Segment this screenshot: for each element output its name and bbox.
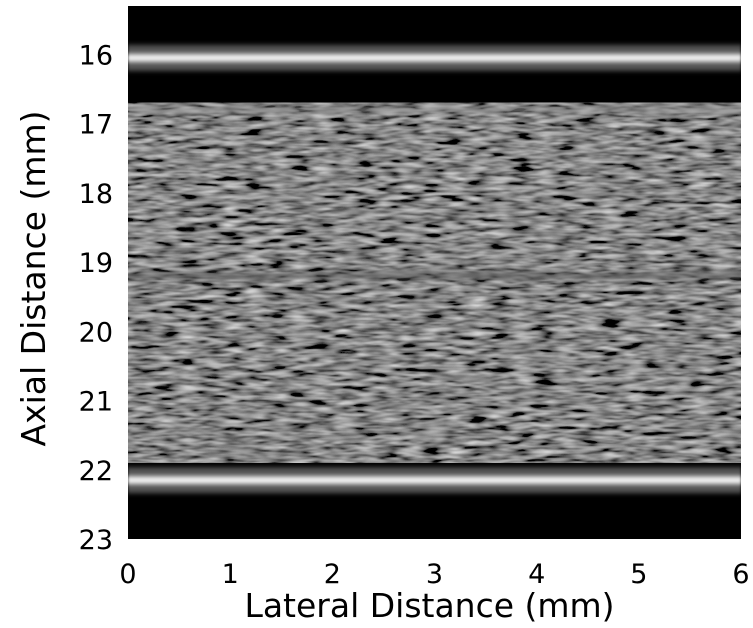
- reflector-bands: [128, 44, 741, 494]
- upper-wall-echo-band: [128, 108, 741, 112]
- upper-wall-band: [128, 53, 741, 62]
- x-tick-label: 5: [630, 559, 647, 590]
- x-tick-label: 4: [528, 559, 545, 590]
- x-tick-label: 2: [324, 559, 341, 590]
- ultrasound-image: [128, 6, 741, 539]
- y-axis-title: Axial Distance (mm): [14, 111, 53, 447]
- y-tick-label: 18: [79, 179, 113, 210]
- y-tick-label: 20: [79, 317, 113, 348]
- x-axis-ticks: 0 1 2 3 4 5 6: [119, 559, 749, 590]
- y-tick-label: 17: [79, 110, 113, 141]
- x-tick-label: 6: [732, 559, 749, 590]
- y-tick-label: 21: [79, 387, 113, 418]
- x-tick-label: 1: [222, 559, 239, 590]
- y-axis-ticks: 16 17 18 19 20 21 22 23: [79, 40, 113, 556]
- faint-reflector-band: [128, 274, 741, 278]
- x-tick-label: 3: [426, 559, 443, 590]
- y-tick-label: 16: [79, 40, 113, 71]
- y-tick-label: 19: [79, 248, 113, 279]
- x-axis-title: Lateral Distance (mm): [244, 586, 614, 625]
- x-tick-label: 0: [119, 559, 136, 590]
- y-tick-label: 22: [79, 456, 113, 487]
- speckle-texture: [128, 102, 741, 463]
- y-tick-label: 23: [79, 525, 113, 556]
- lower-wall-band: [128, 476, 741, 485]
